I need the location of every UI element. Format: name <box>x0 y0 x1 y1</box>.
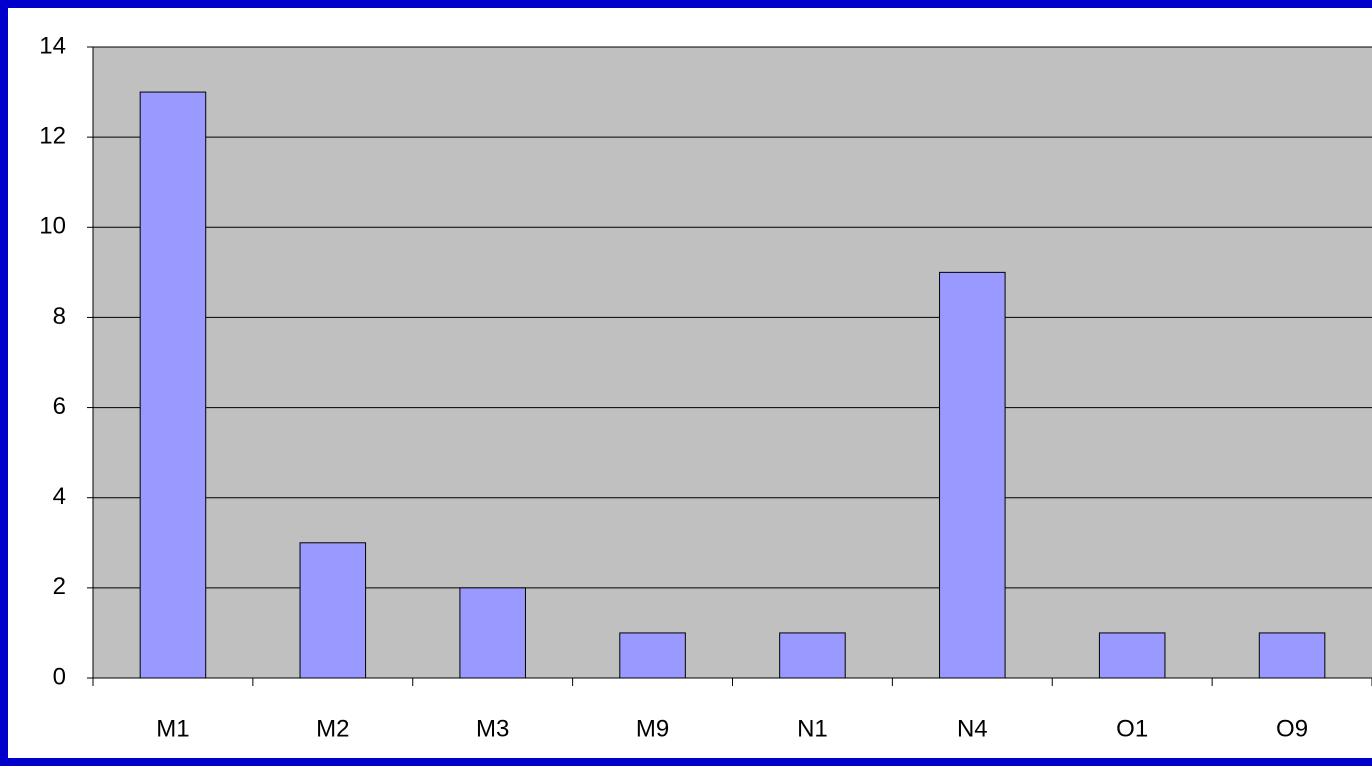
bar <box>1258 632 1326 679</box>
y-tick-label: 8 <box>53 303 66 330</box>
bar <box>779 632 846 679</box>
y-tick-label: 10 <box>39 213 66 240</box>
y-tick-label: 14 <box>39 32 66 59</box>
bar <box>619 632 686 679</box>
bar <box>459 587 526 679</box>
bar <box>939 271 1006 679</box>
x-tick-label: N4 <box>957 715 988 742</box>
y-tick-label: 12 <box>39 122 66 149</box>
bar <box>139 91 207 679</box>
x-tick-label: M1 <box>156 715 189 742</box>
y-tick-label: 2 <box>53 573 66 600</box>
y-tick-label: 0 <box>53 663 66 690</box>
y-tick-label: 6 <box>53 393 66 420</box>
x-tick-label: O1 <box>1116 715 1148 742</box>
x-tick-label: M2 <box>316 715 349 742</box>
y-tick-label: 4 <box>53 483 66 510</box>
x-tick-label: M9 <box>636 715 669 742</box>
plot-area <box>93 47 1372 678</box>
x-tick-label: O9 <box>1276 715 1308 742</box>
bar <box>299 542 367 679</box>
x-tick-label: N1 <box>797 715 828 742</box>
x-tick-label: M3 <box>476 715 509 742</box>
bar <box>1098 632 1166 679</box>
